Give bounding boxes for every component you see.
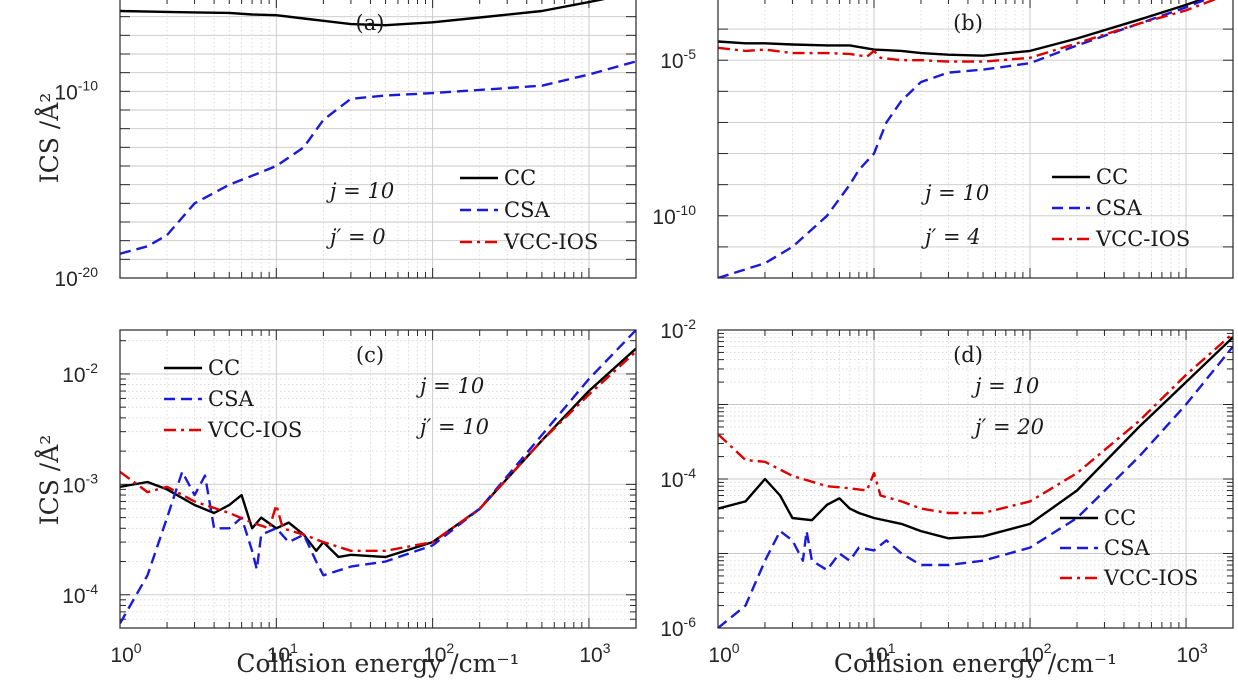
plot-frame xyxy=(119,329,637,629)
series-vcc-ios-line xyxy=(718,0,1217,63)
annotation: j′ = 4 xyxy=(921,225,981,249)
y-tick-label: 10-4 xyxy=(62,581,98,608)
legend-entry-csa: CSA xyxy=(208,387,254,411)
x-tick-label: 102 xyxy=(423,640,454,667)
series-cc-line xyxy=(120,347,636,559)
legend-entry-cc: CC xyxy=(504,166,536,190)
annotation: j = 10 xyxy=(971,374,1039,398)
x-tick-label: 100 xyxy=(110,640,141,667)
y-tick-label: 10-6 xyxy=(660,614,696,641)
x-tick-label: 102 xyxy=(1020,640,1051,667)
legend-entry-cc: CC xyxy=(208,356,240,380)
series-group xyxy=(120,330,636,624)
grid xyxy=(119,330,637,629)
y-tick-label: 10-2 xyxy=(660,316,696,343)
y-tick-label: 10-4 xyxy=(660,465,696,492)
legend: CC CSA VCC-IOS xyxy=(164,356,302,442)
y-axis-label: ICS /Å² xyxy=(34,93,64,184)
series-csa-line xyxy=(718,345,1233,628)
y-tick-label: 10-2 xyxy=(62,360,98,387)
y-tick-label: 10-20 xyxy=(54,264,98,291)
x-tick-label: 101 xyxy=(267,640,298,667)
annotation: j′ = 10 xyxy=(416,415,489,439)
legend-entry-vcc-ios: VCC-IOS xyxy=(1095,227,1190,251)
legend-entry-vcc-ios: VCC-IOS xyxy=(1103,566,1198,590)
annotation: j′ = 0 xyxy=(326,225,386,249)
legend-entry-vcc-ios: VCC-IOS xyxy=(207,418,302,442)
panel-d: 10-6 10-4 10-2 100 101 102 103 Collision energy… xyxy=(660,316,1234,678)
x-tick-label: 101 xyxy=(864,640,895,667)
y-tick-label: 10-10 xyxy=(652,202,696,229)
legend: CC CSA VCC-IOS xyxy=(460,166,598,254)
series-group xyxy=(718,332,1233,628)
legend-entry-cc: CC xyxy=(1104,506,1136,530)
annotation: j = 10 xyxy=(921,181,989,205)
annotation: j′ = 20 xyxy=(971,415,1044,439)
plot-frame xyxy=(717,0,1234,279)
x-tick-label: 103 xyxy=(1176,640,1207,667)
series-vcc-ios-line xyxy=(718,332,1233,515)
legend-entry-csa: CSA xyxy=(504,198,550,222)
legend-entry-csa: CSA xyxy=(1104,536,1150,560)
panel-label: (c) xyxy=(356,343,384,367)
legend-entry-vcc-ios: VCC-IOS xyxy=(503,230,598,254)
y-tick-label: 10-3 xyxy=(62,470,98,497)
x-tick-label: 100 xyxy=(708,640,739,667)
series-cc-line xyxy=(718,0,1204,57)
y-tick-label: 10-5 xyxy=(660,46,696,73)
series-group xyxy=(120,0,636,255)
legend-entry-csa: CSA xyxy=(1096,196,1142,220)
panel-label: (b) xyxy=(953,11,983,35)
x-axis-label: Collision energy /cm⁻¹ xyxy=(834,649,1117,678)
series-cc-line xyxy=(120,0,606,27)
series-csa-line xyxy=(120,330,636,624)
x-tick-label: 103 xyxy=(579,640,610,667)
legend: CC CSA VCC-IOS xyxy=(1060,506,1198,590)
x-axis-label: Collision energy /cm⁻¹ xyxy=(236,649,519,678)
legend: CC CSA VCC-IOS xyxy=(1052,165,1190,251)
series-csa-line xyxy=(718,0,1208,278)
y-tick-label: 10-10 xyxy=(54,77,98,104)
grid xyxy=(119,0,637,279)
series-csa-line xyxy=(120,60,636,255)
annotation: j = 10 xyxy=(416,374,484,398)
series-cc-line xyxy=(718,336,1233,540)
legend-entry-cc: CC xyxy=(1096,165,1128,189)
series-vcc-ios-line xyxy=(120,350,636,552)
annotation: j = 10 xyxy=(326,179,394,203)
series-group xyxy=(718,0,1217,278)
panel-label: (d) xyxy=(953,343,983,367)
plot-frame xyxy=(119,0,637,279)
plot-frame xyxy=(717,329,1234,629)
y-axis-label: ICS /Å² xyxy=(34,435,64,526)
panel-b: 10-10 10-5 (b) j = 10 j′ = 4 CC CSA VCC-IOS xyxy=(652,0,1234,279)
panel-c: 10-4 10-3 10-2 100 101 102 103 Collision energy… xyxy=(34,329,637,678)
panel-label: (a) xyxy=(356,11,385,35)
